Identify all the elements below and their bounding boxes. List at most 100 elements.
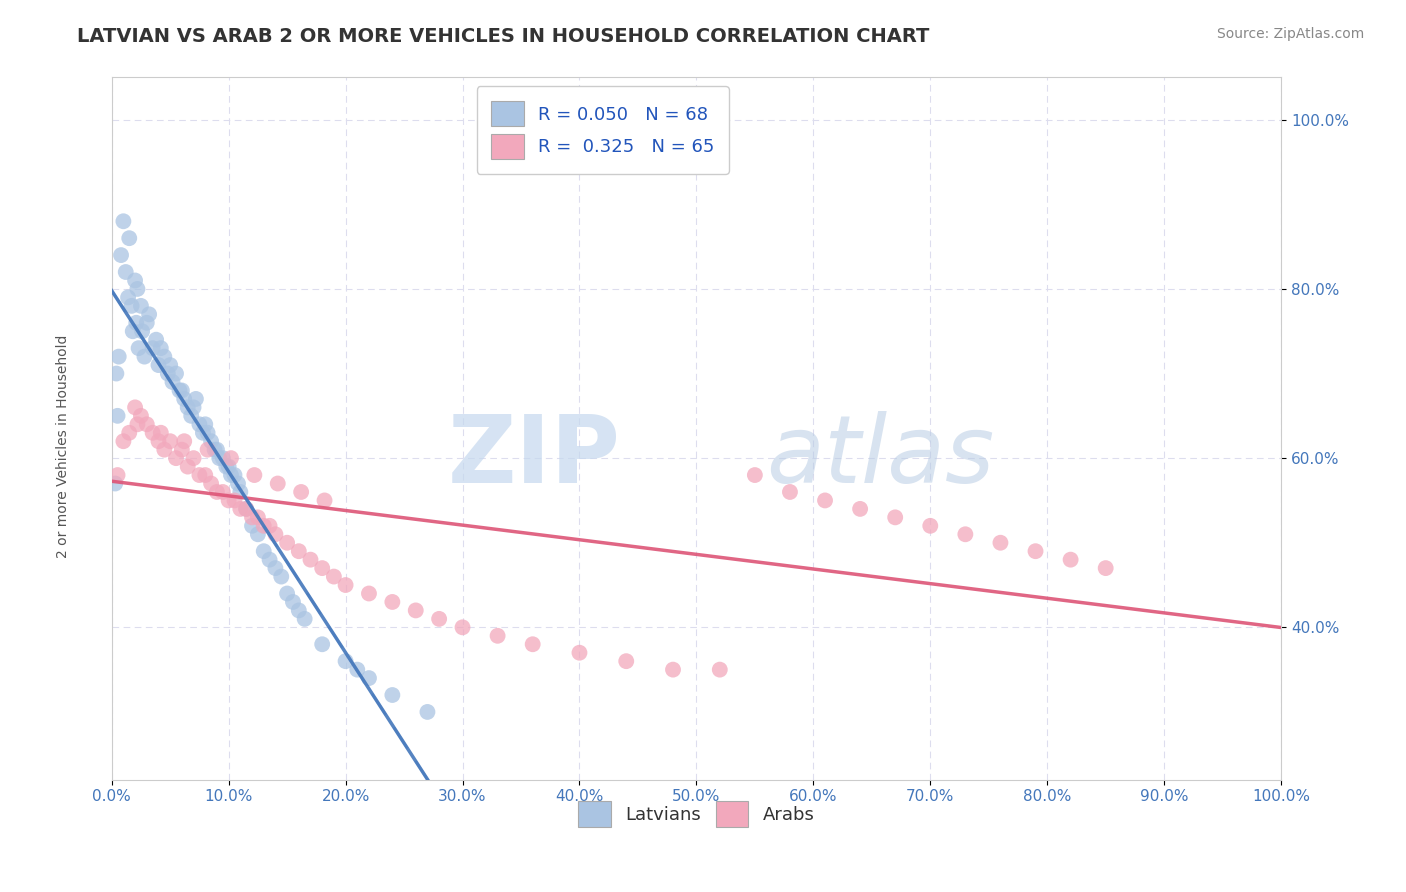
Point xyxy=(125,316,148,330)
Point xyxy=(288,544,311,558)
Point xyxy=(197,425,219,440)
Point xyxy=(990,535,1012,549)
Point xyxy=(121,299,143,313)
Text: LATVIAN VS ARAB 2 OR MORE VEHICLES IN HOUSEHOLD CORRELATION CHART: LATVIAN VS ARAB 2 OR MORE VEHICLES IN HO… xyxy=(77,27,929,45)
Point xyxy=(191,425,214,440)
Point xyxy=(264,527,287,541)
Point xyxy=(270,569,292,583)
Point xyxy=(568,646,591,660)
Point xyxy=(188,417,211,432)
Point xyxy=(205,485,228,500)
Point xyxy=(381,595,404,609)
Point xyxy=(148,434,170,449)
Point xyxy=(814,493,837,508)
Point xyxy=(1059,552,1081,566)
Point xyxy=(226,476,249,491)
Point xyxy=(131,324,153,338)
Point xyxy=(170,384,193,398)
Point xyxy=(427,612,450,626)
Point xyxy=(118,231,141,245)
Point xyxy=(145,333,167,347)
Point xyxy=(219,468,242,483)
Point xyxy=(138,307,160,321)
Point xyxy=(200,476,222,491)
Text: ZIP: ZIP xyxy=(447,410,620,502)
Point xyxy=(197,442,219,457)
Point xyxy=(211,485,233,500)
Point xyxy=(281,595,304,609)
Point xyxy=(955,527,977,541)
Point xyxy=(215,459,238,474)
Point xyxy=(194,468,217,483)
Point xyxy=(357,671,380,685)
Point xyxy=(522,637,544,651)
Point xyxy=(170,442,193,457)
Text: atlas: atlas xyxy=(766,411,995,502)
Point xyxy=(165,451,187,466)
Point xyxy=(218,493,240,508)
Point xyxy=(173,392,195,406)
Point xyxy=(299,552,322,566)
Point xyxy=(288,603,311,617)
Point xyxy=(194,417,217,432)
Point xyxy=(129,409,152,423)
Point xyxy=(156,367,179,381)
Point xyxy=(224,468,246,483)
Point xyxy=(276,535,298,549)
Point xyxy=(148,358,170,372)
Point xyxy=(169,384,191,398)
Point xyxy=(105,367,128,381)
Point xyxy=(121,324,143,338)
Point xyxy=(240,518,263,533)
Point xyxy=(135,417,157,432)
Point xyxy=(235,502,257,516)
Point xyxy=(127,282,149,296)
Point xyxy=(311,637,333,651)
Point xyxy=(614,654,637,668)
Point xyxy=(294,612,316,626)
Point xyxy=(405,603,427,617)
Point xyxy=(246,510,269,524)
Point xyxy=(253,518,276,533)
Point xyxy=(219,451,242,466)
Point xyxy=(314,493,336,508)
Point xyxy=(118,425,141,440)
Point xyxy=(117,290,139,304)
Point xyxy=(129,299,152,313)
Point xyxy=(200,434,222,449)
Point xyxy=(1094,561,1116,575)
Point xyxy=(267,476,290,491)
Point xyxy=(124,401,146,415)
Point xyxy=(112,214,135,228)
Point xyxy=(253,544,276,558)
Point xyxy=(183,401,205,415)
Point xyxy=(184,392,207,406)
Point xyxy=(149,425,172,440)
Point xyxy=(162,375,184,389)
Point xyxy=(451,620,474,634)
Point xyxy=(188,468,211,483)
Point xyxy=(259,518,281,533)
Point xyxy=(128,341,150,355)
Point xyxy=(211,451,233,466)
Point xyxy=(180,409,202,423)
Point xyxy=(486,629,509,643)
Point xyxy=(110,248,132,262)
Point xyxy=(416,705,439,719)
Text: 2 or more Vehicles in Household: 2 or more Vehicles in Household xyxy=(56,334,70,558)
Point xyxy=(159,358,181,372)
Point xyxy=(335,578,357,592)
Point xyxy=(205,442,228,457)
Point xyxy=(149,341,172,355)
Point xyxy=(204,442,226,457)
Point xyxy=(107,350,129,364)
Point xyxy=(1025,544,1047,558)
Point xyxy=(135,316,157,330)
Point xyxy=(884,510,907,524)
Point xyxy=(142,341,165,355)
Point xyxy=(134,350,156,364)
Point xyxy=(346,663,368,677)
Point xyxy=(662,663,685,677)
Point xyxy=(235,502,257,516)
Point xyxy=(124,273,146,287)
